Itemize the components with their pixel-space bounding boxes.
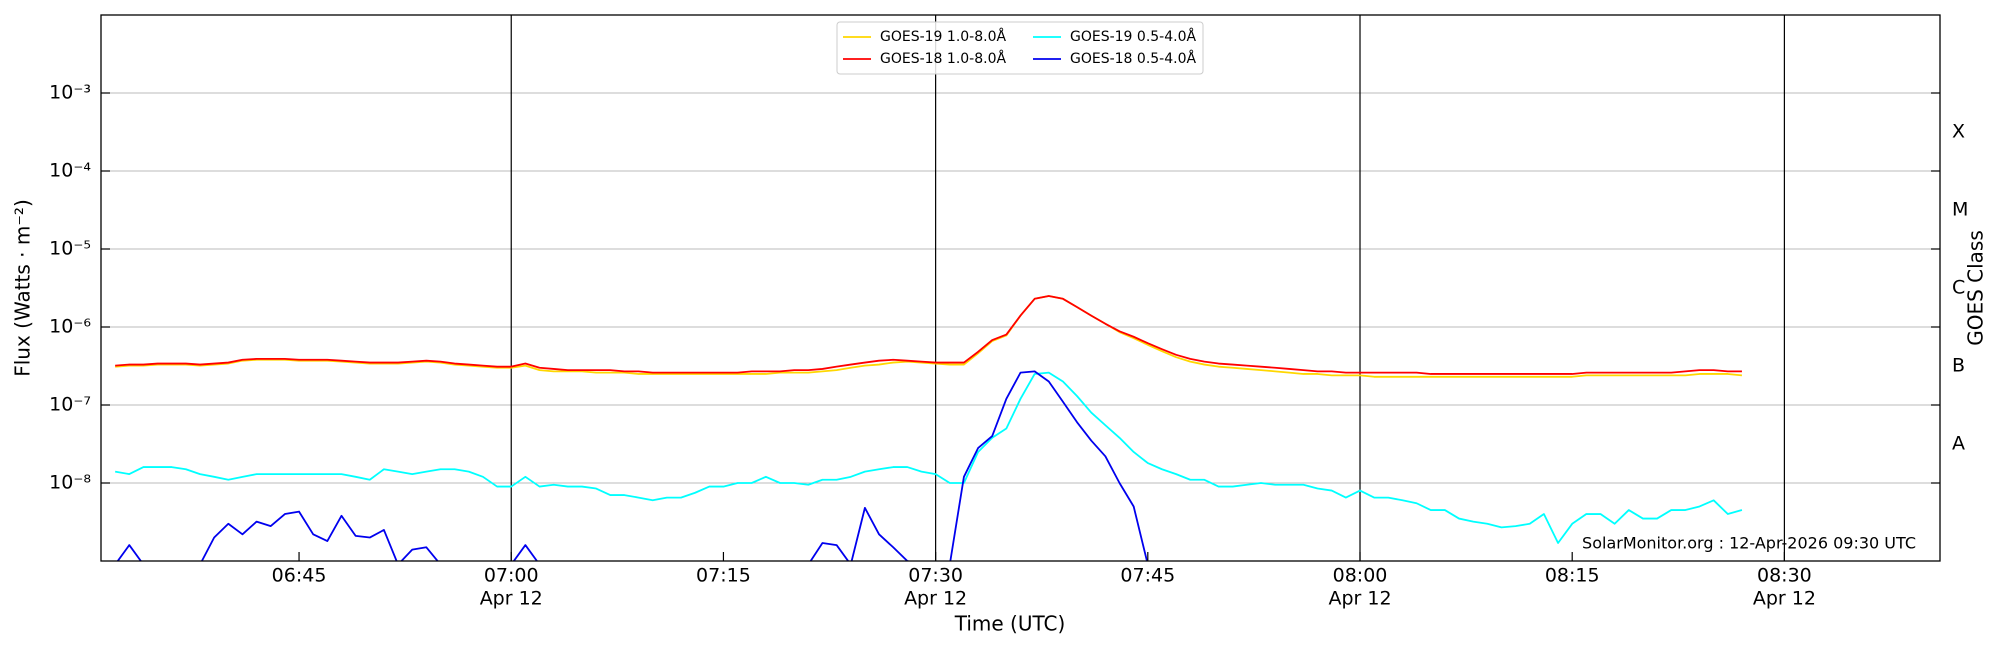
x-tick-sublabel: Apr 12 <box>1753 588 1816 610</box>
y2-tick-label: B <box>1952 355 1965 377</box>
y-tick-label: 10⁻⁷ <box>49 394 91 416</box>
x-tick-label: 08:15 <box>1545 565 1600 587</box>
legend: GOES-19 1.0-8.0Å GOES-18 1.0-8.0Å GOES-19 … <box>836 21 1204 75</box>
x-tick-label: 07:15 <box>696 565 751 587</box>
y-tick-label: 10⁻⁴ <box>49 160 91 182</box>
plot-frame <box>100 14 1941 562</box>
y-axis-label: Flux (Watts · m⁻²) <box>11 199 35 377</box>
y2-tick-label: X <box>1952 121 1965 143</box>
y-tick-label: 10⁻⁸ <box>49 472 91 494</box>
y2-tick-label: M <box>1952 199 1968 221</box>
legend-label: GOES-19 0.5-4.0Å <box>1070 28 1196 45</box>
legend-label: GOES-18 1.0-8.0Å <box>880 50 1006 67</box>
x-tick-label: 08:00 <box>1333 565 1388 587</box>
y-tick-label: 10⁻⁶ <box>49 316 91 338</box>
legend-frame <box>836 21 1204 75</box>
grid-layer <box>101 15 1940 561</box>
series-line <box>115 295 1743 378</box>
x-tick-sublabel: Apr 12 <box>480 588 543 610</box>
y2-tick-label: C <box>1952 277 1965 299</box>
x-tick-label: 07:00 <box>484 565 539 587</box>
y2-axis-label: GOES Class <box>1964 230 1988 346</box>
series-line <box>116 370 1148 561</box>
series-line <box>115 295 1742 375</box>
legend-label: GOES-19 1.0-8.0Å <box>880 28 1006 45</box>
x-tick-sublabel: Apr 12 <box>904 588 967 610</box>
x-tick-label: 08:30 <box>1757 565 1812 587</box>
series-line <box>114 371 1743 544</box>
annotation: SolarMonitor.org : 12-Apr-2026 09:30 UTC <box>1582 534 1916 553</box>
x-tick-label: 06:45 <box>272 565 327 587</box>
y-tick-label: 10⁻³ <box>49 82 91 104</box>
x-tick-sublabel: Apr 12 <box>1328 588 1391 610</box>
x-tick-label: 07:30 <box>908 565 963 587</box>
x-tick-label: 07:45 <box>1120 565 1175 587</box>
x-axis-label: Time (UTC) <box>954 612 1066 636</box>
y2-tick-label: A <box>1952 433 1965 455</box>
y-tick-label: 10⁻⁵ <box>49 238 91 260</box>
line-layer <box>114 295 1743 561</box>
legend-label: GOES-18 0.5-4.0Å <box>1070 50 1196 67</box>
